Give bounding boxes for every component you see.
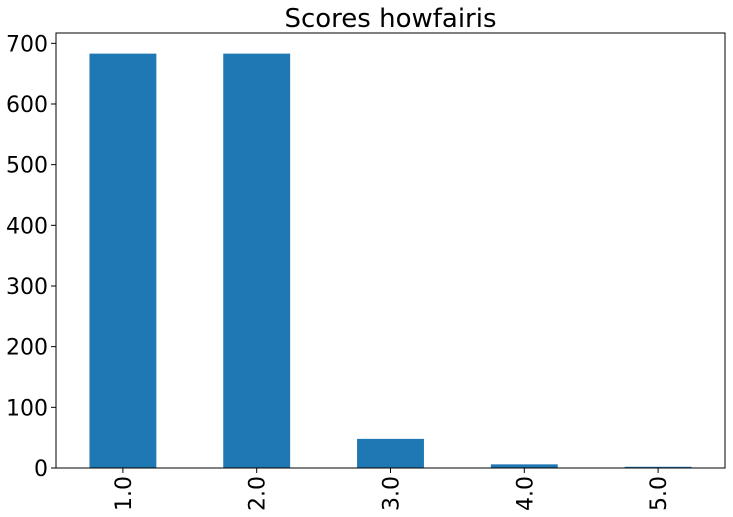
bar-3.0 — [357, 438, 424, 468]
bar-2.0 — [223, 53, 291, 468]
bar-5.0 — [624, 466, 692, 468]
y-tick-label: 300 — [6, 275, 48, 300]
y-tick-label: 600 — [6, 93, 48, 118]
x-tick-label: 3.0 — [380, 476, 405, 511]
bar-4.0 — [490, 464, 558, 468]
y-tick-label: 500 — [6, 154, 48, 179]
y-tick-label: 0 — [34, 457, 48, 482]
y-tick-label: 100 — [6, 396, 48, 421]
y-tick-label: 400 — [6, 214, 48, 239]
x-tick-label: 2.0 — [246, 476, 271, 511]
x-axis: 1.0 2.0 3.0 4.0 5.0 — [112, 468, 672, 511]
y-tick-label: 200 — [6, 336, 48, 361]
x-tick-label: 5.0 — [647, 476, 672, 511]
y-axis: 0 100 200 300 400 500 600 700 — [6, 32, 56, 482]
x-tick-label: 1.0 — [112, 476, 137, 511]
x-tick-label: 4.0 — [513, 476, 538, 511]
bars-group — [89, 53, 692, 468]
bar-1.0 — [89, 53, 157, 468]
y-tick-label: 700 — [6, 32, 48, 57]
chart-title: Scores howfairis — [284, 4, 496, 34]
